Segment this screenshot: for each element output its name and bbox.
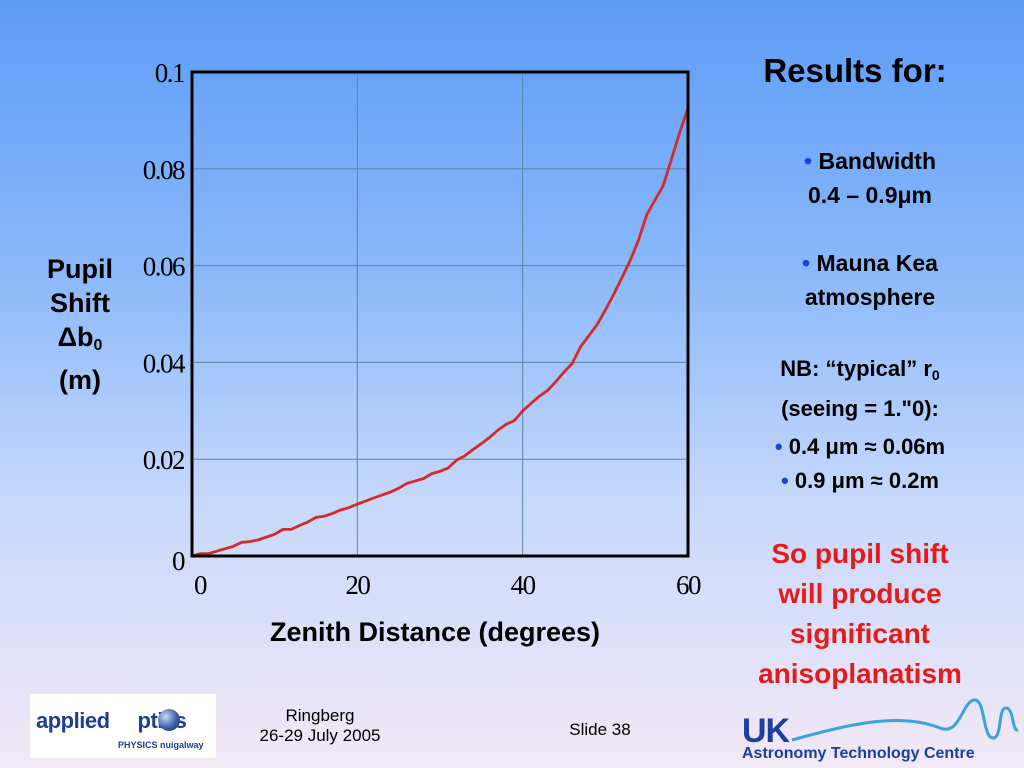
- nb-note: NB: “typical” r0 (seeing = 1."0):: [735, 352, 985, 425]
- bullet-dot: •: [774, 434, 783, 459]
- y-axis-subscript: 0: [93, 337, 103, 354]
- y-tick-label: 0.06: [143, 252, 185, 282]
- optics-sphere-icon: [158, 709, 180, 731]
- slide-number: Slide 38: [569, 720, 631, 739]
- bullet-atmosphere-line2: atmosphere: [804, 284, 936, 310]
- conclusion-line4: anisoplanatism: [758, 658, 962, 689]
- footer-venue: Ringberg: [285, 706, 355, 725]
- bullet-bandwidth-line1: • Bandwidth: [740, 144, 1000, 178]
- conclusion-line1: So pupil shift: [771, 538, 949, 569]
- chart-grid: [192, 72, 688, 556]
- atc-logo-uk: UK: [742, 712, 790, 750]
- y-axis-label-line4: (m): [59, 365, 101, 395]
- wavelength-bullet-1-text: 0.4 μm ≈ 0.06m: [788, 434, 946, 459]
- x-tick-label: 0: [194, 570, 207, 600]
- wavelength-bullet-2: • 0.9 μm ≈ 0.2m: [735, 464, 985, 498]
- bullet-bandwidth-text: Bandwidth: [818, 148, 936, 174]
- y-tick-label: 0: [172, 546, 185, 576]
- y-tick-label: 0.1: [155, 58, 184, 88]
- y-axis-label-line2: Shift: [50, 288, 110, 318]
- atc-wave-icon: [791, 698, 1019, 742]
- nb-line1: NB: “typical” r0: [735, 352, 985, 392]
- y-tick-label: 0.08: [143, 155, 185, 185]
- x-tick-label: 60: [676, 570, 701, 600]
- footer-venue-block: Ringberg 26-29 July 2005: [230, 706, 410, 746]
- wavelength-bullet-1: • 0.4 μm ≈ 0.06m: [735, 430, 985, 464]
- nb-line2: (seeing = 1."0):: [781, 396, 939, 421]
- footer-dates: 26-29 July 2005: [259, 726, 381, 745]
- bullet-bandwidth: • Bandwidth 0.4 – 0.9μm: [740, 144, 1000, 212]
- bullet-dot: •: [804, 148, 813, 174]
- wavelength-bullets: • 0.4 μm ≈ 0.06m • 0.9 μm ≈ 0.2m: [735, 430, 985, 498]
- x-axis-label: Zenith Distance (degrees): [269, 617, 601, 647]
- conclusion: So pupil shift will produce significant …: [720, 534, 1000, 694]
- x-tick-label: 40: [511, 570, 536, 600]
- applied-optics-logo: appliedptics PHYSICS nuigalway: [30, 694, 216, 758]
- y-axis-symbol: Δb: [57, 322, 94, 352]
- bullet-bandwidth-line2: 0.4 – 0.9μm: [807, 182, 933, 208]
- y-tick-label: 0.04: [143, 348, 186, 378]
- nb-subscript: 0: [931, 367, 940, 383]
- bullet-dot: •: [802, 250, 811, 276]
- plot-frame: [190, 70, 690, 558]
- bullet-atmosphere: • Mauna Kea atmosphere: [740, 246, 1000, 314]
- y-axis-label-line3: Δb0: [28, 320, 132, 363]
- y-tick-label: 0.02: [143, 445, 185, 475]
- x-tick-label: 20: [345, 570, 370, 600]
- bullet-atmosphere-text: Mauna Kea: [816, 250, 938, 276]
- conclusion-line3: significant: [789, 618, 930, 649]
- pupil-shift-chart: 0 20 40 60 0 0.02 0.04 0.06 0.08 0.1: [143, 58, 703, 600]
- y-axis-label: Pupil Shift Δb0 (m): [28, 252, 132, 397]
- wavelength-bullet-2-text: 0.9 μm ≈ 0.2m: [794, 468, 939, 493]
- conclusion-line2: will produce: [778, 578, 942, 609]
- bullet-atmosphere-line1: • Mauna Kea: [740, 246, 1000, 280]
- bullet-dot: •: [781, 468, 789, 493]
- y-axis-label-line1: Pupil: [47, 254, 113, 284]
- applied-optics-subtitle: PHYSICS nuigalway: [118, 740, 204, 750]
- nb-text: NB: “typical” r: [780, 356, 932, 381]
- chart-ticks: 0 20 40 60 0 0.02 0.04 0.06 0.08 0.1: [143, 58, 703, 600]
- slide-title: Results for:: [763, 52, 947, 89]
- pupil-shift-curve: [191, 107, 690, 558]
- atc-logo-name: Astronomy Technology Centre: [742, 745, 975, 762]
